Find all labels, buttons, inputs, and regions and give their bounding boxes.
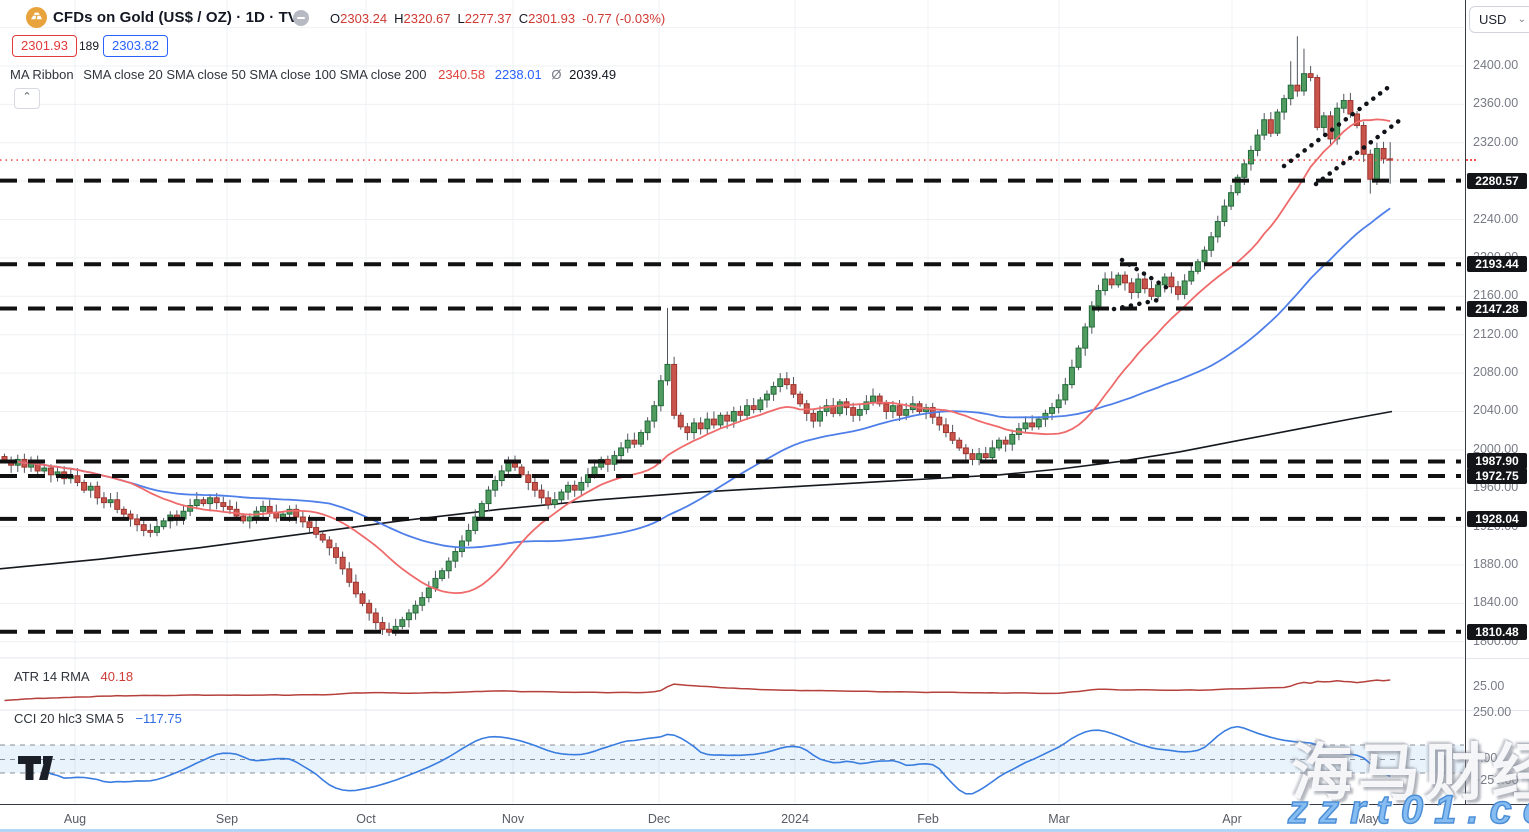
price-level-badge: 1972.75 [1467, 467, 1527, 484]
atr-value: 40.18 [100, 669, 134, 684]
watermark-domain: zzrt01.com [1287, 787, 1529, 832]
price-level-badge: 2147.28 [1467, 300, 1527, 317]
open-value: 2303.24 [340, 11, 388, 26]
cci-value: −117.75 [135, 711, 182, 726]
tradingview-logo[interactable] [16, 752, 58, 784]
ma-ribbon-params: SMA close 20 SMA close 50 SMA close 100 … [83, 67, 427, 82]
price-tick-label: 2240.00 [1473, 211, 1519, 226]
price-tick-label: 2120.00 [1473, 326, 1519, 341]
time-axis-label: Oct [356, 812, 376, 826]
time-axis-label: Sep [215, 812, 239, 826]
open-label: O [330, 11, 341, 26]
ma-ribbon-value-sma20: 2340.58 [438, 67, 486, 82]
chevron-down-icon: ⌄ [1517, 14, 1526, 25]
gold-symbol-icon [26, 7, 47, 28]
sell-price-button[interactable]: 2301.93 [12, 35, 77, 57]
ma-ribbon-name: MA Ribbon [10, 67, 74, 82]
cci-tick-label: 0.00 [1473, 751, 1498, 765]
bottom-blue-strip [0, 829, 1529, 832]
time-axis-label: 2024 [781, 812, 809, 826]
high-label: H [394, 11, 404, 26]
low-value: 2277.37 [464, 11, 512, 26]
ma-ribbon-avg-symbol: Ø [551, 67, 562, 82]
price-tick-label: 2000.00 [1473, 441, 1519, 456]
price-level-badge: 2280.57 [1467, 172, 1527, 189]
atr-tick-label: 25.00 [1473, 679, 1505, 693]
time-axis-label: Dec [647, 812, 671, 826]
last-price-axis-marker [1466, 159, 1476, 161]
price-tick-label: 1840.00 [1473, 595, 1519, 610]
price-level-badge: 1987.90 [1467, 453, 1527, 470]
price-axis[interactable]: USD ⌄ 2400.002360.002320.002280.002240.0… [1465, 0, 1529, 804]
close-value: 2301.93 [528, 11, 576, 26]
price-tick-label: 2160.00 [1473, 288, 1519, 303]
pane-divider [1466, 658, 1529, 659]
spread-value: 189 [79, 39, 100, 53]
price-tick-label: 2080.00 [1473, 365, 1519, 380]
high-value: 2320.67 [403, 11, 451, 26]
ma-ribbon-legend[interactable]: MA Ribbon SMA close 20 SMA close 50 SMA … [10, 67, 616, 82]
atr-legend[interactable]: ATR 14 RMA 40.18 [14, 669, 133, 684]
ohlc-values: O2303.24 H2320.67 L2277.37 C2301.93 -0.77 (-… [330, 11, 665, 26]
price-tick-label: 2040.00 [1473, 403, 1519, 418]
price-level-badge: 1928.04 [1467, 510, 1527, 527]
currency-dropdown[interactable]: USD ⌄ [1469, 6, 1529, 33]
ma-ribbon-value-sma200: 2039.49 [569, 67, 617, 82]
price-tick-label: 2400.00 [1473, 58, 1519, 72]
cci-tick-label: 250.00 [1473, 705, 1512, 719]
time-axis[interactable]: Aug Sep Oct Nov Dec 2024 Feb Mar Apr May [0, 804, 1529, 832]
time-axis-label: Mar [1048, 812, 1070, 826]
time-axis-label: May [1355, 812, 1379, 826]
time-axis-label: Aug [63, 812, 87, 826]
cci-tick-label: −250.00 [1473, 773, 1519, 787]
collapse-legend-button[interactable]: ⌃ [14, 88, 40, 109]
price-tick-label: 2360.00 [1473, 96, 1519, 111]
price-level-badge: 1810.48 [1467, 623, 1527, 640]
time-axis-label: Nov [501, 812, 525, 826]
pane-divider [1466, 710, 1529, 711]
close-label: C [518, 11, 529, 26]
price-tick-label: 2320.00 [1473, 134, 1519, 149]
atr-title: ATR 14 RMA [14, 669, 89, 684]
watermark-chinese: 海马财经 [1291, 739, 1529, 808]
price-level-badge: 2193.44 [1467, 256, 1527, 273]
buy-price-button[interactable]: 2303.82 [103, 35, 168, 57]
low-label: L [457, 11, 465, 26]
cci-title: CCI 20 hlc3 SMA 5 [14, 711, 124, 726]
cci-legend[interactable]: CCI 20 hlc3 SMA 5 −117.75 [14, 711, 182, 726]
time-axis-label: Apr [1222, 812, 1242, 826]
currency-label: USD [1479, 12, 1507, 27]
change-value: -0.77 (-0.03%) [582, 11, 666, 26]
symbol-title[interactable]: CFDs on Gold (US$ / OZ) · 1D · TVC [53, 9, 309, 26]
time-axis-label: Feb [917, 812, 939, 826]
ma-ribbon-value-sma50: 2238.01 [494, 67, 542, 82]
price-tick-label: 1880.00 [1473, 556, 1519, 571]
chart-canvas[interactable] [0, 0, 1464, 804]
market-status-icon[interactable] [293, 10, 309, 26]
